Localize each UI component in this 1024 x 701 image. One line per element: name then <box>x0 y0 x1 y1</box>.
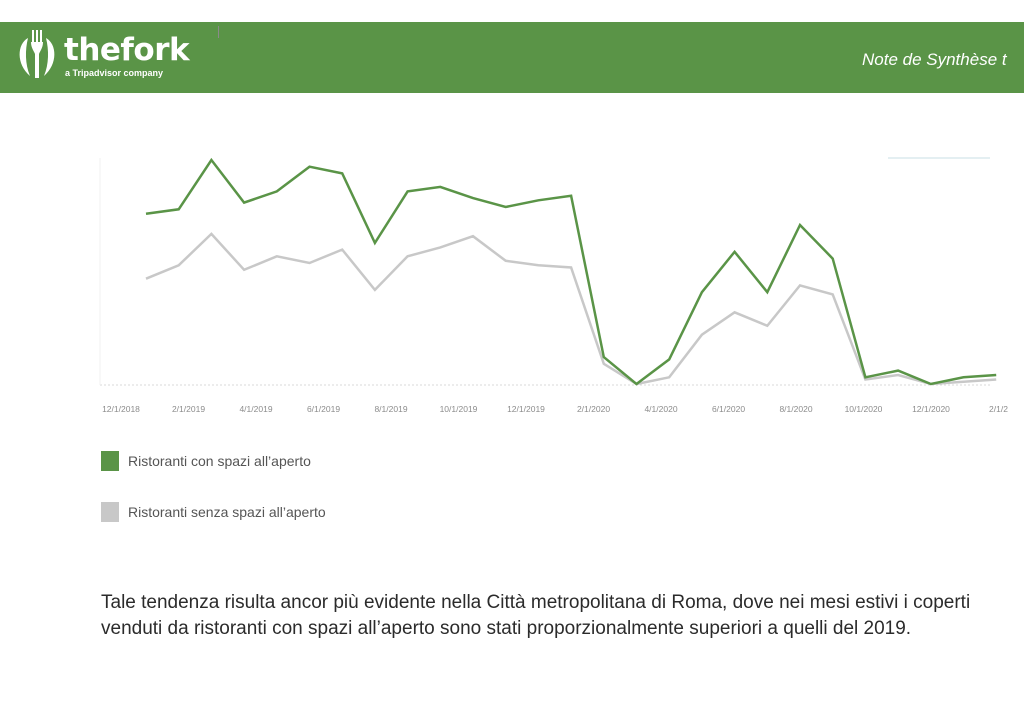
x-tick-label: 8/1/2020 <box>779 404 812 414</box>
legend-swatch-con <box>101 451 119 471</box>
x-tick-label: 6/1/2020 <box>712 404 745 414</box>
x-tick-label: 12/1/2018 <box>102 404 140 414</box>
legend-item-con: Ristoranti con spazi all’aperto <box>101 451 311 471</box>
header-divider <box>218 26 219 38</box>
x-tick-label: 10/1/2020 <box>845 404 883 414</box>
series-line-0 <box>145 157 997 386</box>
fork-logo-icon <box>19 30 55 78</box>
series-line-1 <box>145 232 997 386</box>
legend-swatch-senza <box>101 502 119 522</box>
x-tick-label: 12/1/2020 <box>912 404 950 414</box>
brand-subtitle: a Tripadvisor company <box>65 68 164 78</box>
x-tick-label: 6/1/2019 <box>307 404 340 414</box>
header-bar: thefork a Tripadvisor company Note de Sy… <box>0 22 1024 93</box>
legend-label-con: Ristoranti con spazi all’aperto <box>128 453 311 469</box>
legend-item-senza: Ristoranti senza spazi all’aperto <box>101 502 326 522</box>
x-tick-label: 4/1/2019 <box>239 404 272 414</box>
header-note: Note de Synthèse t <box>862 50 1007 69</box>
x-tick-label: 2/1/2020 <box>577 404 610 414</box>
x-tick-label: 8/1/2019 <box>374 404 407 414</box>
line-chart: 12/1/2018 2/1/2019 4/1/2019 6/1/2019 8/1/201… <box>99 157 1008 414</box>
body-paragraph: Tale tendenza risulta ancor più evidente… <box>101 592 971 639</box>
x-tick-label: 12/1/2019 <box>507 404 545 414</box>
brand-name: thefork <box>64 32 190 68</box>
x-tick-label: 2/1/2019 <box>172 404 205 414</box>
x-tick-label: 10/1/2019 <box>440 404 478 414</box>
x-tick-label: 4/1/2020 <box>644 404 677 414</box>
legend-label-senza: Ristoranti senza spazi all’aperto <box>128 504 326 520</box>
x-tick-label: 2/1/2 <box>989 404 1008 414</box>
